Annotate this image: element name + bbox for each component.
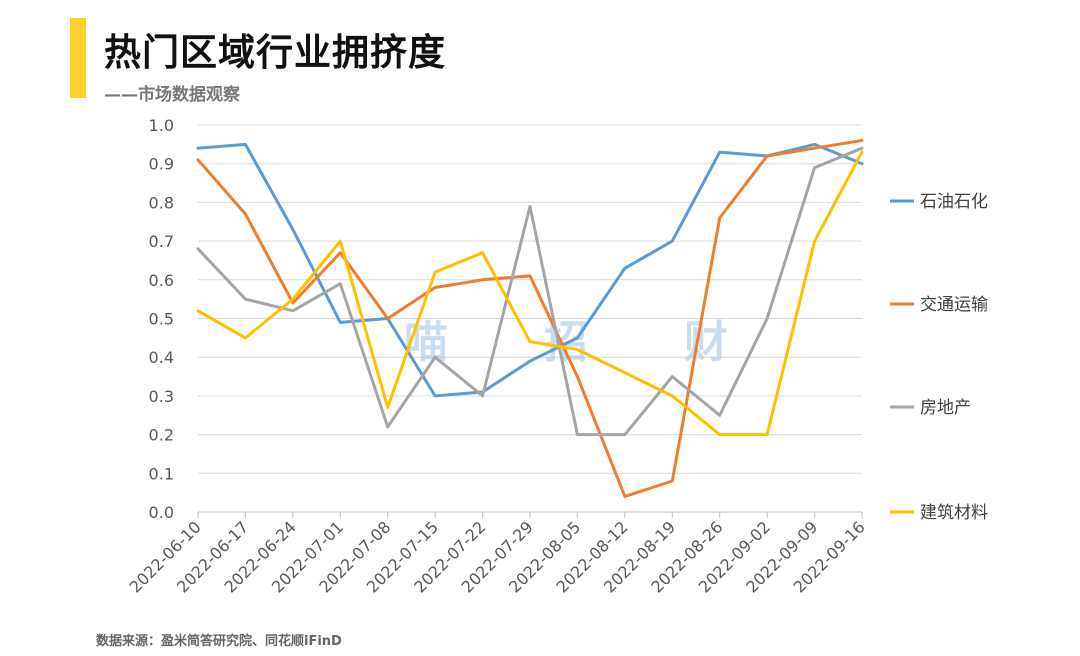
legend-label: 房地产	[920, 398, 971, 418]
legend-label: 交通运输	[920, 295, 988, 315]
series-line	[196, 139, 864, 498]
data-source-note: 数据来源：盈米简答研究院、同花顺iFinD	[96, 634, 342, 649]
series-line	[196, 142, 864, 398]
y-tick-label: 0.3	[149, 387, 174, 406]
y-tick-label: 0.1	[149, 464, 174, 483]
y-tick-label: 0.4	[149, 348, 174, 367]
title-accent-bar	[70, 18, 86, 98]
legend-label: 建筑材料	[920, 503, 988, 523]
chart-gridlines	[198, 124, 862, 474]
page-title: 热门区域行业拥挤度	[104, 31, 446, 74]
x-axis: 2022-06-102022-06-172022-06-242022-07-01…	[126, 511, 869, 597]
series-line	[196, 146, 864, 437]
y-tick-label: 1.0	[149, 116, 174, 135]
chart-series	[196, 139, 864, 498]
y-tick-label: 0.2	[149, 426, 174, 445]
y-tick-label: 0.6	[149, 271, 174, 290]
y-tick-label: 0.9	[149, 155, 174, 174]
y-tick-label: 0.0	[149, 503, 174, 522]
y-tick-label: 0.5	[149, 310, 174, 329]
series-line	[196, 150, 864, 437]
y-tick-label: 0.7	[149, 232, 174, 251]
y-axis: 0.0 0.1 0.2 0.3 0.4 0.5 0.6 0.7 0.8 0.9 1.0	[149, 116, 174, 522]
y-tick-label: 0.8	[149, 193, 174, 212]
watermark-char: 财	[684, 317, 728, 368]
page-subtitle: ——市场数据观察	[104, 85, 240, 105]
legend-label: 石油石化	[920, 192, 988, 212]
